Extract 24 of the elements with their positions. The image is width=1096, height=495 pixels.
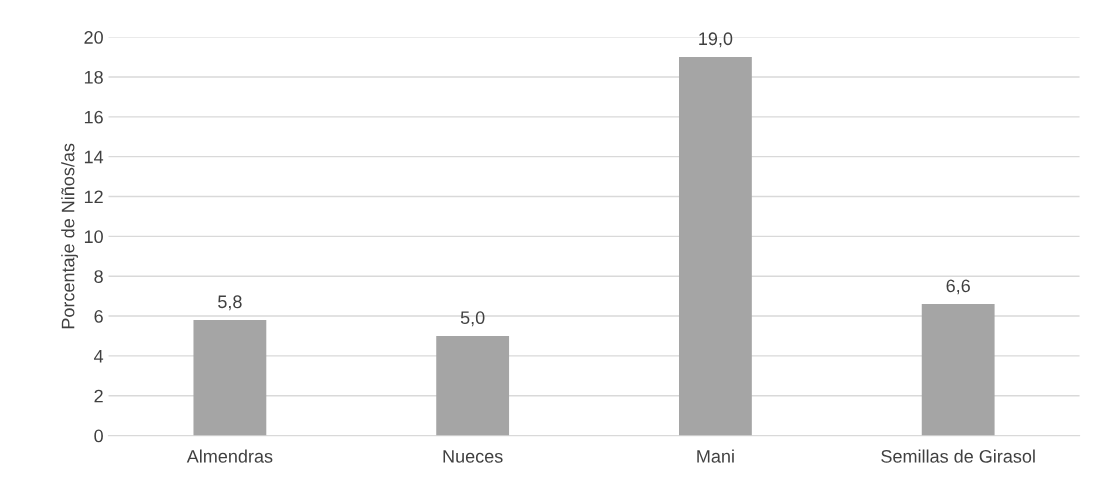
data-label: 19,0 (699, 32, 733, 48)
data-label: 5,0 (460, 311, 485, 327)
y-axis-title: Porcentaje de Niños/as (61, 143, 79, 329)
y-tick-label: 12 (84, 190, 103, 204)
data-label: 5,8 (218, 295, 242, 311)
x-tick-label: Nueces (443, 450, 503, 463)
x-tick-label: Almendras (186, 449, 273, 463)
x-tick-label: Mani (697, 449, 734, 463)
bar (193, 320, 267, 436)
bar (921, 304, 995, 436)
x-tick-label: Semillas de Girasol (881, 449, 1035, 463)
y-tick-label: 4 (94, 350, 104, 363)
y-tick-label: 2 (94, 389, 103, 403)
y-tick-label: 14 (84, 150, 104, 164)
bar (679, 57, 752, 436)
y-tick-label: 8 (94, 270, 103, 283)
y-tick-label: 16 (84, 110, 103, 124)
y-tick-label: 6 (94, 309, 103, 323)
data-label: 6,6 (946, 279, 970, 295)
bar (436, 335, 510, 436)
y-tick-label: 10 (84, 230, 103, 244)
y-tick-label: 0 (94, 429, 103, 443)
y-tick-label: 20 (84, 31, 103, 44)
y-tick-label: 18 (84, 70, 103, 84)
